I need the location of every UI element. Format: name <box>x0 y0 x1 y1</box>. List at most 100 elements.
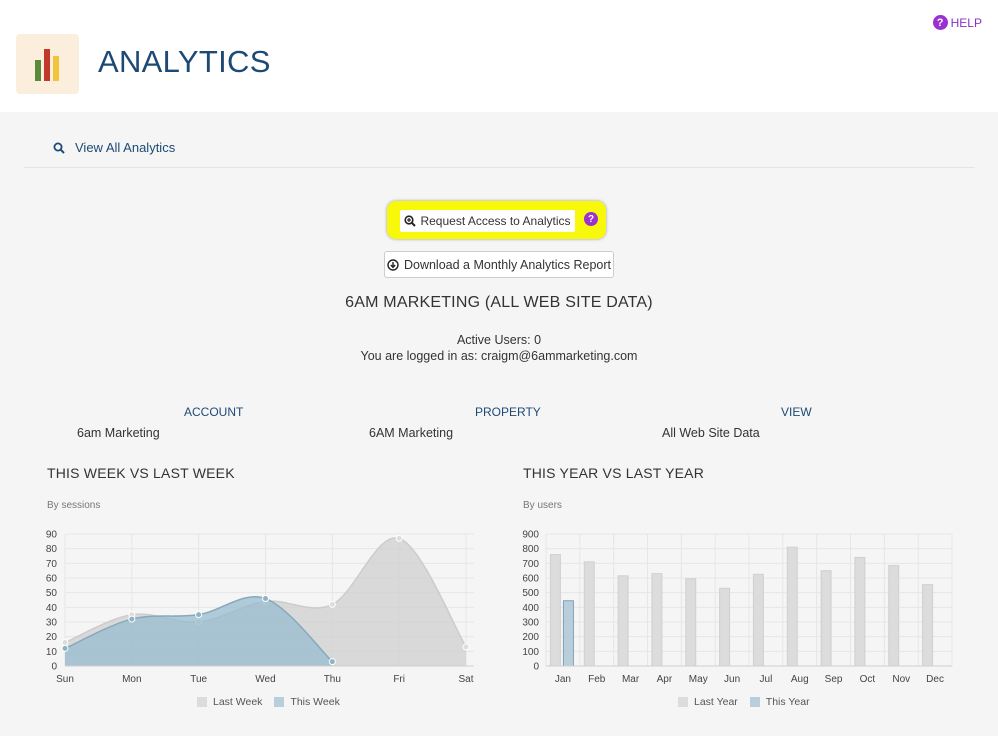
yearly-bar-last-year <box>719 587 731 667</box>
yearly-y-tick-label: 100 <box>522 647 539 658</box>
yearly-bar-last-year <box>651 573 663 667</box>
weekly-x-tick-label: Fri <box>393 674 405 685</box>
weekly-x-tick-label: Sat <box>458 674 473 685</box>
yearly-x-tick-label: Aug <box>791 674 809 685</box>
request-access-button[interactable]: Request Access to Analytics <box>400 210 575 232</box>
zoom-in-icon <box>404 215 417 227</box>
legend-swatch-last-week <box>197 697 207 707</box>
weekly-data-point <box>395 534 403 542</box>
yearly-y-tick-label: 900 <box>522 530 539 541</box>
yearly-x-tick-label: Dec <box>926 674 944 685</box>
yearly-y-tick-label: 600 <box>522 574 539 585</box>
page-header: ANALYTICS ? HELP <box>0 0 998 112</box>
search-icon <box>53 142 65 154</box>
legend-swatch-this-year <box>749 697 760 707</box>
weekly-chart-subtitle: By sessions <box>47 500 101 511</box>
weekly-data-point <box>328 600 336 608</box>
weekly-y-tick-label: 90 <box>46 530 58 541</box>
weekly-x-tick-label: Tue <box>190 674 207 685</box>
yearly-bar-last-year <box>752 573 764 667</box>
weekly-sessions-chart: 0 10 20 30 40 50 60 70 80 90 Sun Mon Tue Wed Thu Fri Sat <box>46 530 474 685</box>
weekly-data-point <box>61 639 69 647</box>
page-title: ANALYTICS <box>98 44 271 79</box>
weekly-y-tick-label: 50 <box>46 588 58 599</box>
legend-label-this-year: This Year <box>765 696 810 708</box>
yearly-x-tick-label: Feb <box>588 674 606 685</box>
yearly-bar-last-year <box>820 570 832 667</box>
yearly-x-tick-label: Nov <box>892 674 910 685</box>
request-access-label: Request Access to Analytics <box>420 214 571 228</box>
yearly-bar-last-year <box>786 546 798 667</box>
yearly-bar-last-year <box>617 575 629 667</box>
property-header: PROPERTY <box>475 405 541 419</box>
legend-label-last-week: Last Week <box>213 696 263 708</box>
help-label: HELP <box>950 15 982 30</box>
analytics-logo-icon <box>16 34 79 94</box>
view-header: VIEW <box>781 405 812 419</box>
yearly-bar-last-year <box>685 578 697 667</box>
weekly-y-tick-label: 30 <box>46 618 58 629</box>
weekly-data-point <box>262 595 269 603</box>
legend-swatch-last-year <box>678 697 688 707</box>
yearly-users-chart: 0 100 200 300 400 500 600 700 800 900 Jan Feb Mar Apr… <box>522 530 953 685</box>
yearly-chart-subtitle: By users <box>523 500 562 511</box>
weekly-y-tick-label: 20 <box>46 632 58 643</box>
yearly-y-tick-label: 800 <box>522 544 539 555</box>
yearly-bar-last-year <box>888 565 900 667</box>
account-value: 6am Marketing <box>77 426 160 440</box>
weekly-x-tick-label: Thu <box>324 674 341 685</box>
weekly-data-point <box>195 611 203 619</box>
main-content: View All Analytics Request Access to Ana… <box>0 112 998 736</box>
yearly-x-tick-label: Sep <box>825 674 843 685</box>
yearly-bar-last-year <box>583 561 595 667</box>
weekly-data-point <box>128 615 136 623</box>
weekly-x-tick-label: Sun <box>56 674 74 685</box>
yearly-x-tick-label: Jan <box>555 674 571 685</box>
weekly-y-tick-label: 80 <box>46 544 58 555</box>
yearly-y-tick-label: 500 <box>522 588 539 599</box>
yearly-legend: Last Year This Year <box>678 696 810 708</box>
yearly-x-tick-label: Jun <box>724 674 740 685</box>
yearly-y-tick-label: 400 <box>522 603 539 614</box>
legend-label-last-year: Last Year <box>694 696 738 708</box>
help-icon: ? <box>932 15 948 30</box>
legend-label-this-week: This Week <box>290 696 340 708</box>
yearly-y-tick-label: 200 <box>522 632 539 643</box>
weekly-x-tick-label: Mon <box>122 674 141 685</box>
download-icon <box>387 258 399 271</box>
weekly-legend: Last Week This Week <box>197 696 340 708</box>
yearly-y-tick-label: 300 <box>522 618 539 629</box>
view-value: All Web Site Data <box>662 426 760 440</box>
account-header: ACCOUNT <box>184 405 244 419</box>
download-report-button[interactable]: Download a Monthly Analytics Report <box>384 251 614 278</box>
weekly-data-point <box>462 643 470 651</box>
logged-in-text: You are logged in as: craigm@6ammarketin… <box>360 349 638 363</box>
yearly-y-tick-label: 700 <box>522 559 539 570</box>
active-users-text: Active Users: 0 <box>456 333 542 347</box>
weekly-y-tick-label: 70 <box>46 559 58 570</box>
yearly-y-tick-label: 0 <box>533 662 539 673</box>
yearly-x-tick-label: Oct <box>860 674 876 685</box>
yearly-bar-last-year <box>549 554 561 667</box>
yearly-x-tick-label: Jul <box>760 674 773 685</box>
view-all-label: View All Analytics <box>75 140 176 155</box>
help-link[interactable]: ? HELP <box>932 15 982 30</box>
weekly-y-tick-label: 40 <box>46 603 58 614</box>
download-report-label: Download a Monthly Analytics Report <box>403 257 612 272</box>
yearly-x-tick-label: May <box>689 674 708 685</box>
weekly-y-tick-label: 60 <box>46 574 58 585</box>
weekly-data-point <box>328 658 336 666</box>
yearly-chart-title: THIS YEAR VS LAST YEAR <box>523 465 705 481</box>
question-icon[interactable]: ? <box>584 212 598 226</box>
yearly-bar-last-year <box>854 556 866 667</box>
divider <box>24 167 975 168</box>
company-name: 6AM MARKETING (ALL WEB SITE DATA) <box>345 294 653 311</box>
yearly-bar-last-year <box>922 584 934 667</box>
yearly-bar-this-year <box>562 600 574 667</box>
legend-swatch-this-week <box>274 697 285 707</box>
weekly-y-tick-label: 0 <box>51 662 57 673</box>
yearly-x-tick-label: Apr <box>657 674 673 685</box>
weekly-data-point <box>61 644 69 652</box>
view-all-analytics-link[interactable]: View All Analytics <box>53 140 175 155</box>
yearly-x-tick-label: Mar <box>622 674 640 685</box>
